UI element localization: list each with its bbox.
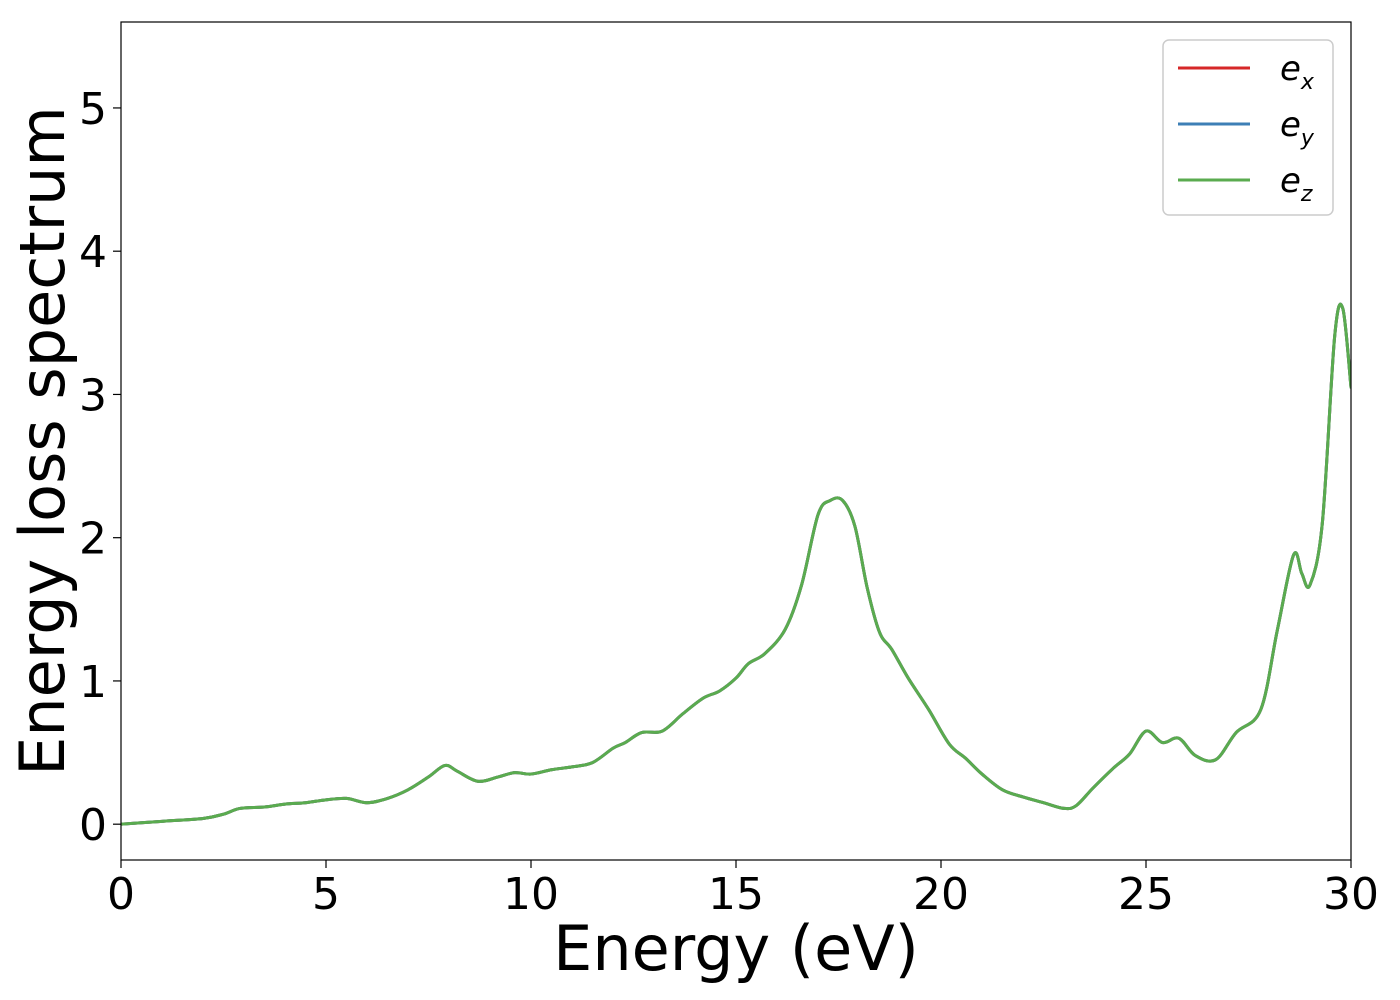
- legend-label-subscript: z: [1300, 182, 1313, 207]
- x-tick-label: 30: [1323, 869, 1379, 920]
- legend-label-main: e: [1280, 105, 1301, 145]
- y-axis-label: Energy loss spectrum: [6, 106, 79, 776]
- legend-label-main: e: [1280, 161, 1301, 201]
- x-tick-label: 10: [503, 869, 559, 920]
- legend-label-subscript: y: [1300, 126, 1315, 151]
- y-tick-label: 2: [79, 514, 107, 565]
- y-axis: 0 1 2 3 4 5: [79, 84, 121, 851]
- x-tick-label: 15: [708, 869, 764, 920]
- series-layer: [121, 302, 1351, 826]
- y-tick-label: 0: [79, 800, 107, 851]
- y-tick-label: 4: [79, 227, 107, 278]
- legend-label-main: e: [1280, 49, 1301, 89]
- y-tick-label: 3: [79, 370, 107, 421]
- x-tick-label: 25: [1118, 869, 1174, 920]
- y-tick-label: 1: [79, 657, 107, 708]
- legend-label: ez: [1280, 161, 1313, 207]
- series-line-ex: [121, 302, 1351, 826]
- x-axis: 0 5 10 15 20 25 30: [107, 860, 1379, 920]
- y-tick-label: 5: [79, 84, 107, 135]
- legend-label: ex: [1280, 49, 1315, 95]
- x-tick-label: 5: [312, 869, 340, 920]
- series-line-ey: [121, 302, 1351, 826]
- x-axis-label: Energy (eV): [553, 912, 919, 985]
- x-tick-label: 0: [107, 869, 135, 920]
- legend-label: ey: [1280, 105, 1315, 151]
- legend-label-subscript: x: [1300, 70, 1315, 95]
- legend-box: [1162, 39, 1334, 216]
- series-line-ez: [121, 302, 1351, 826]
- x-tick-label: 20: [913, 869, 969, 920]
